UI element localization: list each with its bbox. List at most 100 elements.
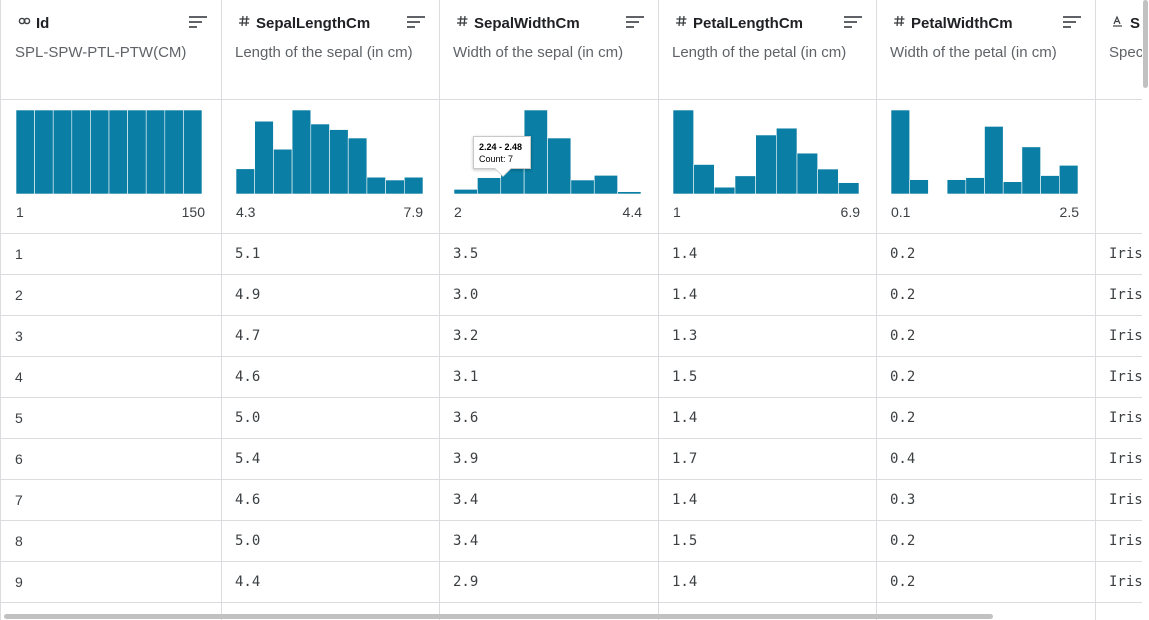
table-cell[interactable]: 4.6 — [221, 480, 439, 521]
table-cell[interactable]: Iris — [1095, 521, 1142, 562]
table-cell[interactable]: 0.2 — [876, 562, 1095, 603]
histogram-chart[interactable] — [16, 108, 202, 194]
histogram-chart[interactable] — [236, 108, 423, 194]
sort-icon[interactable] — [626, 16, 644, 30]
table-cell[interactable]: 0.2 — [876, 521, 1095, 562]
table-cell[interactable]: 3.0 — [439, 275, 658, 316]
histogram-bar[interactable] — [236, 168, 256, 194]
column-header[interactable]: SepalWidthCm Width of the sepal (in cm) — [439, 0, 658, 100]
histogram-bar[interactable] — [404, 176, 423, 194]
table-cell[interactable]: 8 — [1, 521, 221, 562]
histogram-bar[interactable] — [776, 127, 798, 194]
histogram-bar[interactable] — [617, 191, 641, 194]
histogram-bar[interactable] — [946, 179, 967, 194]
histogram-bar[interactable] — [16, 109, 35, 194]
histogram-bar[interactable] — [714, 186, 736, 194]
table-cell[interactable]: 2.9 — [439, 562, 658, 603]
histogram-bar[interactable] — [366, 176, 386, 194]
histogram-chart[interactable] — [673, 108, 859, 194]
table-cell[interactable]: 3.5 — [439, 234, 658, 275]
table-cell[interactable]: Iris — [1095, 357, 1142, 398]
histogram-bar[interactable] — [570, 179, 595, 194]
histogram-bar[interactable] — [454, 189, 478, 194]
table-cell[interactable]: 0.2 — [876, 398, 1095, 439]
table-cell[interactable]: 5.1 — [221, 234, 439, 275]
histogram-bar[interactable] — [547, 137, 572, 194]
vertical-scrollbar[interactable] — [1143, 0, 1148, 88]
sort-icon[interactable] — [407, 16, 425, 30]
histogram-bar[interactable] — [1040, 175, 1060, 194]
table-cell[interactable]: 5.0 — [221, 521, 439, 562]
table-cell[interactable]: 1.3 — [658, 316, 876, 357]
table-cell[interactable]: 0.2 — [876, 357, 1095, 398]
table-cell[interactable]: 1.7 — [658, 439, 876, 480]
sort-icon[interactable] — [844, 16, 862, 30]
column-header[interactable]: PetalLengthCm Length of the petal (in cm) — [658, 0, 876, 100]
histogram-bar[interactable] — [796, 152, 818, 194]
histogram-bar[interactable] — [909, 179, 929, 194]
histogram-bar[interactable] — [34, 109, 54, 194]
table-cell[interactable]: 1.5 — [658, 357, 876, 398]
histogram-bar[interactable] — [310, 123, 330, 194]
table-cell[interactable]: Iris — [1095, 480, 1142, 521]
histogram-bar[interactable] — [254, 120, 274, 194]
table-cell[interactable]: 7 — [1, 480, 221, 521]
histogram-bar[interactable] — [817, 168, 839, 194]
table-cell[interactable]: 3.9 — [439, 439, 658, 480]
table-cell[interactable]: 3 — [1, 316, 221, 357]
histogram-chart[interactable] — [454, 108, 641, 194]
table-cell[interactable]: 1 — [1, 234, 221, 275]
histogram-bar[interactable] — [891, 109, 911, 194]
table-cell[interactable]: 0.2 — [876, 316, 1095, 357]
histogram-bar[interactable] — [71, 109, 91, 194]
table-cell[interactable]: 1.4 — [658, 275, 876, 316]
table-cell[interactable]: 5.0 — [221, 398, 439, 439]
table-cell[interactable]: Iris — [1095, 316, 1142, 357]
table-cell[interactable]: 1.4 — [658, 234, 876, 275]
table-cell[interactable]: Iris — [1095, 398, 1142, 439]
table-cell[interactable] — [1095, 603, 1142, 620]
histogram-bar[interactable] — [1021, 146, 1041, 194]
table-cell[interactable]: 6 — [1, 439, 221, 480]
histogram-bar[interactable] — [1059, 165, 1078, 194]
table-cell[interactable]: Iris — [1095, 562, 1142, 603]
table-cell[interactable]: 0.2 — [876, 234, 1095, 275]
table-cell[interactable]: 2 — [1, 275, 221, 316]
table-cell[interactable]: 0.2 — [876, 275, 1095, 316]
table-cell[interactable]: 4.4 — [221, 562, 439, 603]
histogram-bar[interactable] — [385, 179, 405, 194]
histogram-bar[interactable] — [755, 134, 777, 194]
histogram-bar[interactable] — [1002, 181, 1023, 194]
table-cell[interactable]: 4 — [1, 357, 221, 398]
histogram-bar[interactable] — [477, 177, 502, 194]
histogram-bar[interactable] — [108, 109, 128, 194]
table-cell[interactable]: 4.7 — [221, 316, 439, 357]
table-cell[interactable]: 5 — [1, 398, 221, 439]
table-cell[interactable]: 4.9 — [221, 275, 439, 316]
histogram-bar[interactable] — [965, 177, 985, 194]
histogram-bar[interactable] — [329, 129, 349, 194]
table-cell[interactable]: Iris — [1095, 234, 1142, 275]
histogram-bar[interactable] — [984, 126, 1004, 194]
table-cell[interactable]: 3.1 — [439, 357, 658, 398]
histogram-bar[interactable] — [273, 148, 293, 194]
histogram-chart[interactable] — [891, 108, 1078, 194]
histogram-bar[interactable] — [347, 137, 368, 194]
histogram-bar[interactable] — [90, 109, 110, 194]
column-header[interactable]: Id SPL-SPW-PTL-PTW(CM) — [1, 0, 221, 100]
table-cell[interactable]: 1.5 — [658, 521, 876, 562]
table-cell[interactable]: 3.2 — [439, 316, 658, 357]
histogram-bar[interactable] — [673, 109, 694, 194]
table-cell[interactable]: 0.4 — [876, 439, 1095, 480]
table-cell[interactable]: 3.4 — [439, 480, 658, 521]
table-cell[interactable]: 1.4 — [658, 398, 876, 439]
histogram-bar[interactable] — [291, 109, 312, 194]
histogram-bar[interactable] — [183, 109, 202, 194]
table-cell[interactable]: 3.6 — [439, 398, 658, 439]
histogram-bar[interactable] — [127, 109, 147, 194]
table-cell[interactable]: Iris — [1095, 439, 1142, 480]
histogram-bar[interactable] — [593, 175, 618, 194]
table-cell[interactable]: 9 — [1, 562, 221, 603]
column-header[interactable]: PetalWidthCm Width of the petal (in cm) — [876, 0, 1095, 100]
horizontal-scrollbar[interactable] — [4, 614, 993, 619]
